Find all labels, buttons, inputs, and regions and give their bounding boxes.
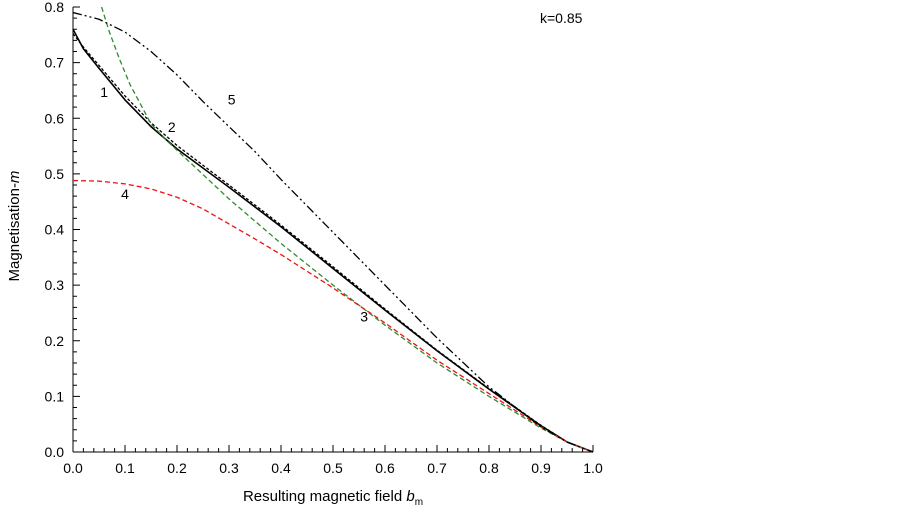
x-axis-title-var: b [406,488,414,505]
x-tick-label: 0.0 [63,460,83,476]
x-tick-label: 0.4 [271,460,291,476]
y-axis-title-var: m [6,171,23,184]
x-tick-label: 0.3 [219,460,239,476]
y-tick-label: 0.3 [45,277,65,293]
x-tick-label: 0.6 [375,460,395,476]
k-annotation: k=0.85 [540,10,583,26]
curve-1-label: 1 [100,84,108,100]
curve-5-label: 5 [228,91,236,107]
curve-5-line [72,11,594,453]
x-tick-label: 0.9 [531,460,551,476]
curve-2-line [72,33,594,453]
y-tick-label: 0.2 [45,333,65,349]
x-tick-label: 0.1 [115,460,135,476]
y-tick-label: 0.8 [45,0,65,15]
axes: 0.0 0.1 0.2 0.3 0.4 0.5 0.6 0.7 0.8 0.9 1.0 0.0 0.1 0… [45,0,603,476]
curve-3-label: 3 [360,308,368,324]
curve-3-line [100,6,594,453]
y-tick-label: 0.7 [45,55,65,71]
y-tick-label: 0.5 [45,166,65,182]
x-tick-label: 0.2 [167,460,187,476]
curve-4-label: 4 [121,186,129,202]
x-tick-label: 0.8 [479,460,499,476]
curve-4-line [72,179,594,453]
x-tick-label: 0.7 [427,460,447,476]
x-tick-label: 0.5 [323,460,343,476]
x-axis-title-sub: m [415,497,423,508]
x-axis-title: Resulting magnetic field bm [243,488,423,508]
y-tick-label: 0.4 [45,222,65,238]
y-axis-title: Magnetisation-m [6,171,23,282]
curves [72,6,594,453]
x-axis-title-text: Resulting magnetic field [243,488,406,505]
curve-labels: 1 2 3 4 5 [100,84,368,324]
y-axis-title-text: Magnetisation- [6,183,23,281]
y-tick-label: 0.0 [45,444,65,460]
curve-1-line [72,28,594,453]
y-tick-label: 0.6 [45,110,65,126]
y-tick-label: 0.1 [45,388,65,404]
curve-2-label: 2 [168,119,176,135]
x-tick-label: 1.0 [583,460,603,476]
